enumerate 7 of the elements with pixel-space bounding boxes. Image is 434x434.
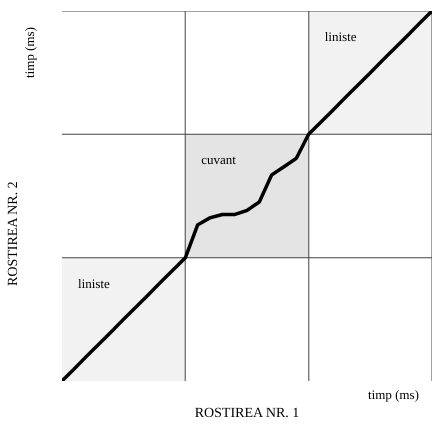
x-axis-title: ROSTIREA NR. 1: [194, 406, 300, 422]
text: timp (ms): [368, 387, 419, 403]
y-axis-title: ROSTIREA NR. 2: [6, 181, 22, 286]
text: timp (ms): [22, 27, 38, 78]
band-label: cuvant: [201, 152, 236, 168]
band-label: liniste: [78, 276, 110, 291]
band-label: liniste: [324, 29, 357, 44]
